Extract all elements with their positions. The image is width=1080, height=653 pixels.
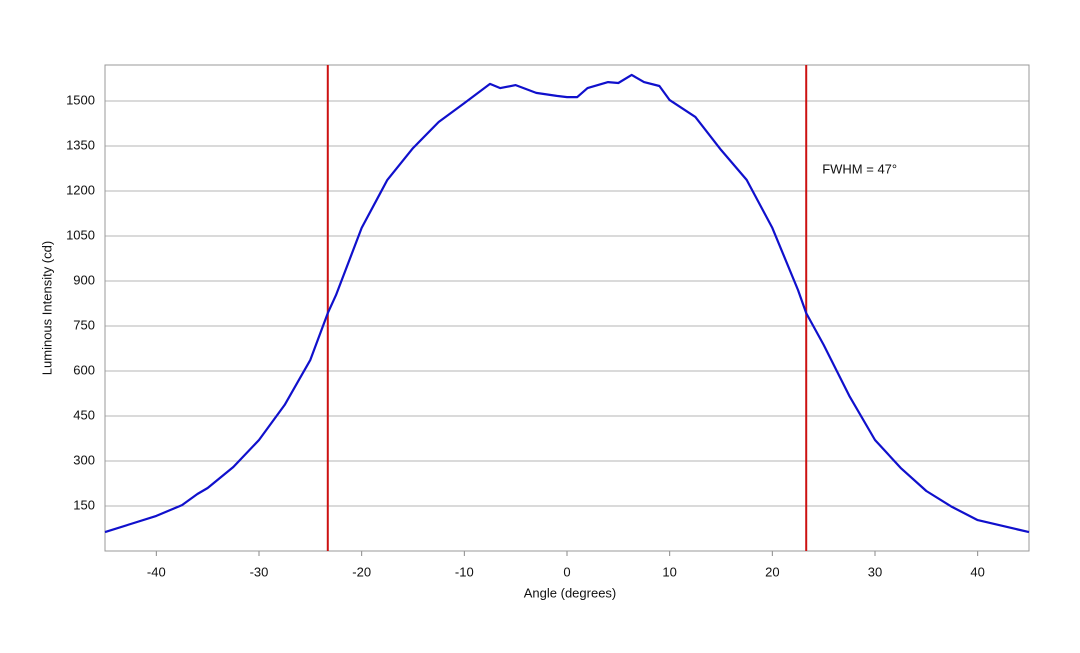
x-tick-label: -10 (455, 564, 474, 579)
y-tick-label: 1200 (66, 182, 95, 197)
x-tick-label: 10 (662, 564, 676, 579)
data-line (104, 73, 1030, 534)
x-tick-label: 20 (765, 564, 779, 579)
y-tick-label: 600 (73, 362, 95, 377)
plot-border (104, 64, 1030, 552)
y-axis-label: Luminous Intensity (cd) (39, 241, 54, 375)
x-tick-label: -30 (250, 564, 269, 579)
y-tick-label: 1500 (66, 92, 95, 107)
y-tick-label: 750 (73, 317, 95, 332)
x-tick-label: 0 (563, 564, 570, 579)
x-tick-label: -40 (147, 564, 166, 579)
x-tick-label: 40 (970, 564, 984, 579)
y-tick-label: 450 (73, 407, 95, 422)
y-tick-label: 1050 (66, 227, 95, 242)
annotation: FWHM = 47° (822, 161, 897, 176)
y-tick-label: 150 (73, 497, 95, 512)
x-tick-label: 30 (868, 564, 882, 579)
y-tick-label: 900 (73, 272, 95, 287)
x-axis-label: Angle (degrees) (524, 585, 617, 600)
x-tick-label: -20 (352, 564, 371, 579)
y-tick-label: 1350 (66, 137, 95, 152)
y-tick-label: 300 (73, 452, 95, 467)
